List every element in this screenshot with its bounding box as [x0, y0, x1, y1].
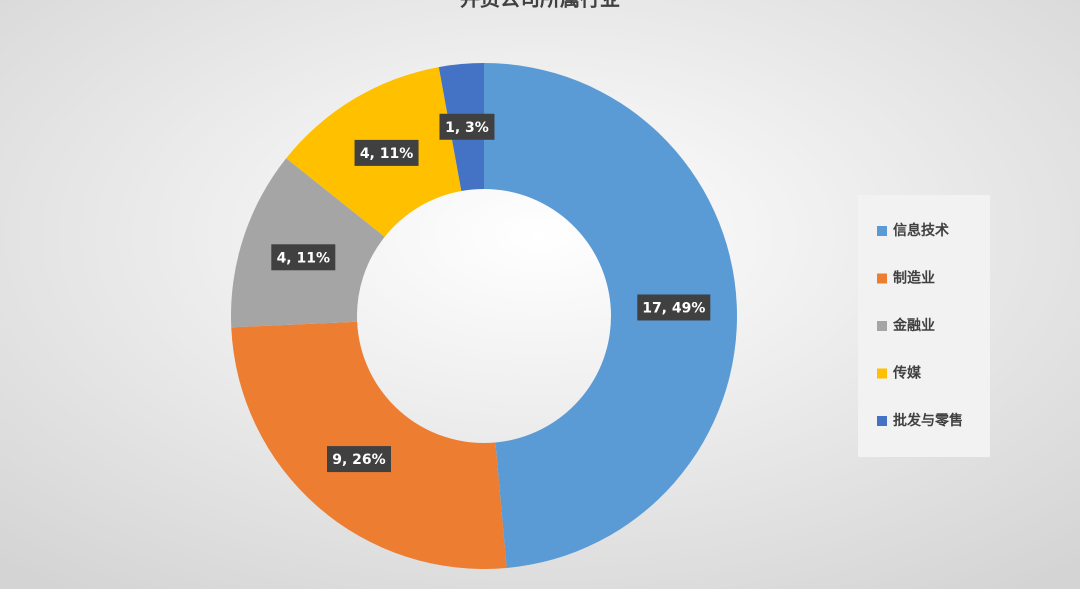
data-label-bg: [271, 244, 336, 271]
legend-swatch: [877, 321, 887, 331]
data-label: 4, 11%: [360, 146, 413, 162]
legend-label: 信息技术: [893, 222, 949, 239]
donut-slice: [231, 321, 507, 570]
legend-label: 传媒: [892, 365, 922, 382]
data-label: 17, 49%: [642, 300, 705, 316]
legend-swatch: [877, 273, 887, 284]
legend-swatch: [877, 226, 887, 236]
chart-title: 并资公司所属行业: [460, 0, 620, 11]
data-label-bg: [439, 113, 495, 140]
legend-swatch: [877, 416, 887, 426]
data-label-bg: [637, 294, 711, 321]
donut-slice: [231, 158, 385, 328]
data-label-bg: [326, 446, 391, 473]
legend-swatch: [877, 368, 887, 379]
legend-label: 批发与零售: [893, 412, 963, 429]
data-label: 9, 26%: [332, 452, 385, 468]
data-label-bg: [354, 139, 419, 166]
legend-label: 金融业: [892, 317, 935, 334]
data-label: 4, 11%: [277, 250, 330, 266]
legend-label: 制造业: [893, 270, 935, 287]
donut-slice: [484, 63, 738, 568]
data-label: 1, 3%: [445, 120, 489, 136]
